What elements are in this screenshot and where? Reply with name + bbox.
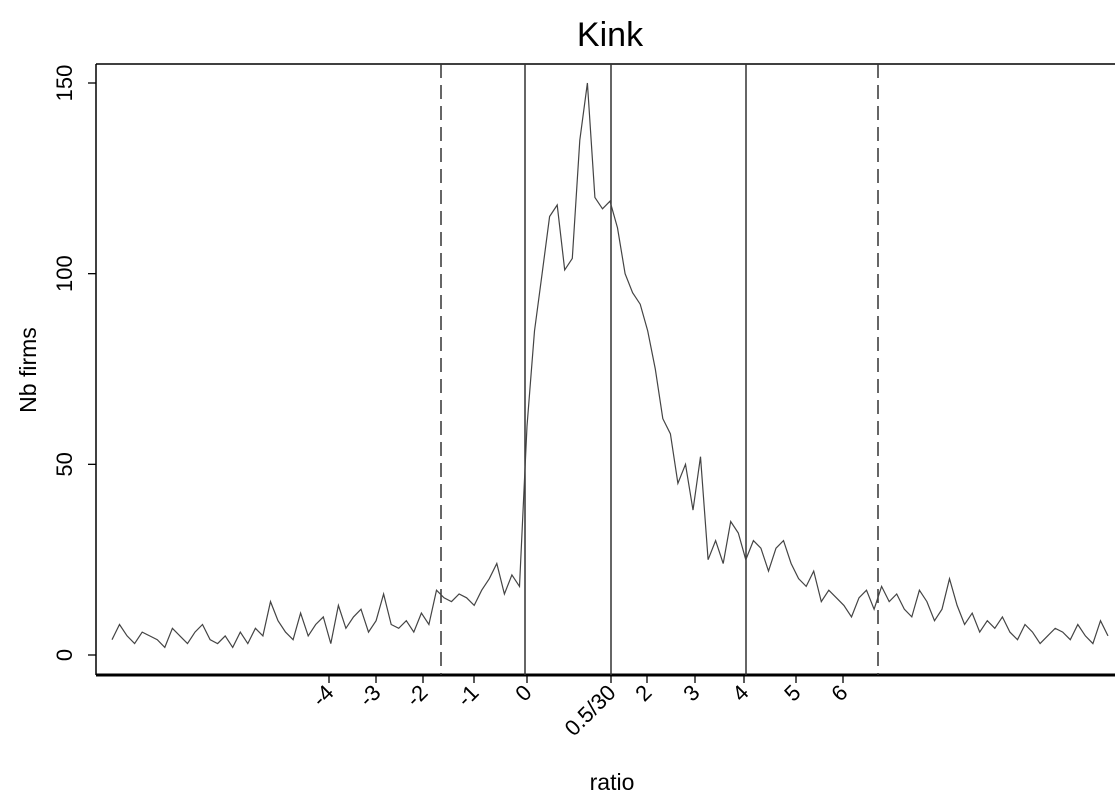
reference-lines (440, 64, 879, 675)
y-tick-label: 100 (52, 255, 77, 292)
x-tick-label: 4 (727, 680, 753, 706)
x-tick-label: 0.5/30 (560, 680, 621, 741)
x-tick-label: 5 (779, 680, 805, 706)
x-tick-label: -2 (401, 680, 433, 712)
x-tick-label: -1 (452, 680, 484, 712)
y-tick-label: 150 (52, 65, 77, 102)
x-tick-label: 6 (826, 680, 852, 706)
x-axis-label: ratio (590, 769, 635, 795)
x-tick-label: 3 (678, 680, 704, 706)
y-axis-ticks: 0 50 100 150 (52, 65, 96, 661)
series-group (111, 82, 1109, 649)
y-tick-label: 0 (52, 649, 77, 661)
x-axis-ticks: -4 -3 -2 -1 0 0.5/30 2 3 4 5 6 (307, 675, 853, 741)
x-tick-label: -3 (354, 680, 386, 712)
y-tick-label: 50 (52, 452, 77, 476)
x-tick-label: 0 (510, 680, 536, 706)
series-line (111, 82, 1109, 649)
y-axis-label: Nb firms (15, 327, 41, 413)
x-tick-label: 2 (630, 680, 656, 706)
chart-title: Kink (577, 16, 644, 54)
x-tick-label: -4 (307, 680, 339, 712)
